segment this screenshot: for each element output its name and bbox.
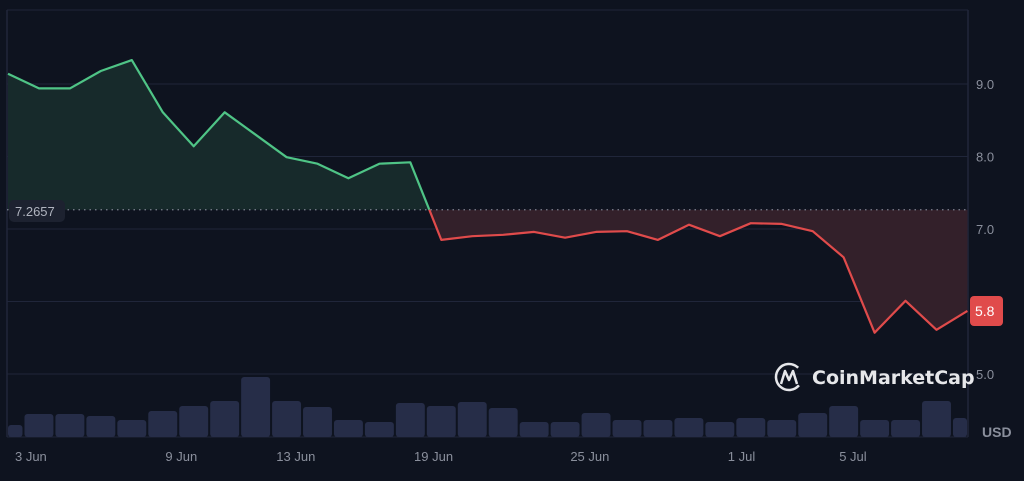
volume-bar [117, 420, 147, 437]
volume-bar [55, 414, 85, 437]
baseline-value: 7.2657 [15, 204, 55, 219]
watermark-text: CoinMarketCap [812, 367, 975, 389]
volume-bar [643, 420, 673, 437]
x-tick-label: 1 Jul [728, 449, 756, 464]
x-tick-label: 3 Jun [15, 449, 47, 464]
x-axis: 3 Jun 9 Jun 13 Jun 19 Jun 25 Jun 1 Jul 5 Jul [15, 449, 867, 464]
volume-bar [24, 414, 54, 437]
volume-bar [426, 406, 456, 437]
volume-bar [891, 420, 921, 437]
volume-bar [333, 420, 363, 437]
down-area [429, 209, 968, 333]
y-tick-label: 8.0 [976, 150, 994, 165]
volume-bar [8, 425, 23, 437]
volume-bar [550, 422, 580, 437]
last-price-badge: 5.8 [970, 296, 1003, 326]
down-line [428, 209, 968, 334]
volume-bar [581, 413, 611, 437]
volume-bars [8, 377, 967, 437]
volume-bar [364, 422, 394, 437]
volume-bar [148, 411, 178, 437]
volume-bar [241, 377, 271, 437]
currency-label: USD [982, 424, 1012, 440]
x-tick-label: 25 Jun [570, 449, 609, 464]
price-lines [7, 59, 968, 334]
volume-bar [922, 401, 951, 437]
volume-bar [798, 413, 828, 437]
volume-bar [272, 401, 302, 437]
up-area [8, 60, 430, 210]
volume-bar [395, 403, 425, 437]
volume-bar [952, 418, 967, 437]
coinmarketcap-logo: CoinMarketCap [774, 362, 975, 392]
volume-bar [674, 418, 704, 437]
y-tick-label: 9.0 [976, 77, 994, 92]
y-axis: 9.0 8.0 7.0 5.0 [976, 77, 994, 382]
y-tick-label: 7.0 [976, 222, 994, 237]
volume-bar [303, 407, 332, 437]
y-tick-label: 5.0 [976, 367, 994, 382]
volume-bar [86, 416, 116, 437]
baseline-label: 7.2657 [9, 200, 65, 222]
last-price-value: 5.8 [975, 303, 995, 319]
volume-bar [860, 420, 890, 437]
x-tick-label: 9 Jun [165, 449, 197, 464]
volume-bar [736, 418, 766, 437]
volume-bar [767, 420, 797, 437]
x-tick-label: 13 Jun [276, 449, 315, 464]
volume-bar [488, 408, 518, 437]
volume-bar [519, 422, 549, 437]
volume-bar [210, 401, 240, 437]
area-fills [8, 60, 968, 333]
volume-bar [705, 422, 735, 437]
coinmarketcap-icon [774, 362, 804, 392]
x-tick-label: 19 Jun [414, 449, 453, 464]
volume-bar [457, 402, 487, 437]
volume-bar [179, 406, 209, 437]
x-tick-label: 5 Jul [839, 449, 867, 464]
up-line [7, 59, 431, 211]
volume-bar [612, 420, 642, 437]
volume-bar [829, 406, 859, 437]
